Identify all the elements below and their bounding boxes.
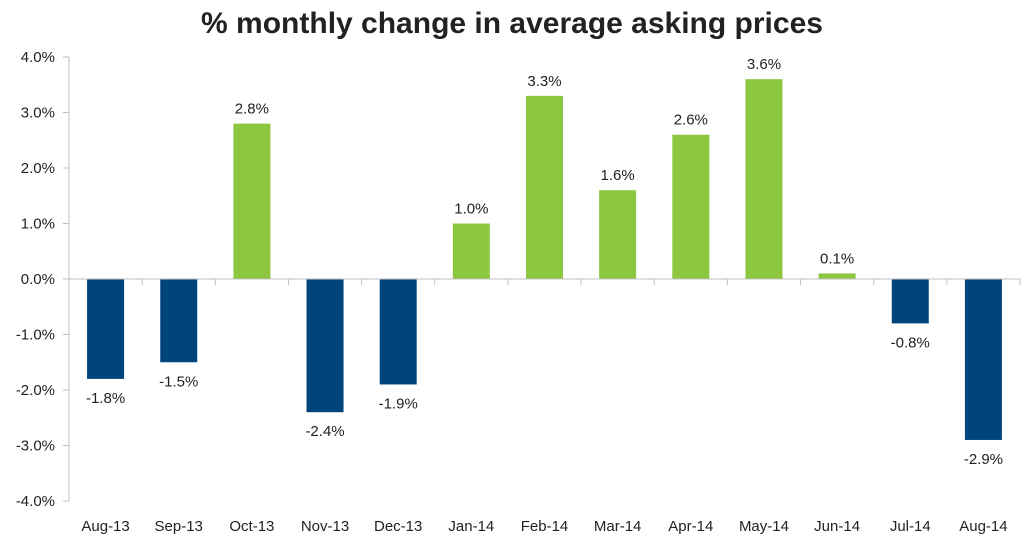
- y-tick-label: 1.0%: [21, 216, 55, 233]
- x-tick-label: Mar-14: [594, 518, 642, 535]
- x-tick-label: Jan-14: [448, 518, 494, 535]
- x-tick-label: May-14: [739, 518, 789, 535]
- data-label: 2.6%: [674, 112, 708, 129]
- data-labels: -1.8% -1.5% 2.8% -2.4% -1.9% 1.0% 3.3% 1.6% 2.6%…: [86, 56, 1003, 468]
- bar: [379, 279, 417, 385]
- x-tick-label: Aug-14: [959, 518, 1007, 535]
- x-tick-label: Sep-13: [155, 518, 203, 535]
- bar: [452, 223, 490, 279]
- bar: [818, 273, 856, 279]
- bar: [964, 279, 1002, 440]
- data-label: 0.1%: [820, 250, 854, 267]
- chart-title: % monthly change in average asking price…: [201, 7, 823, 40]
- bar: [306, 279, 344, 413]
- bar: [745, 79, 783, 279]
- data-label: 3.6%: [747, 56, 781, 73]
- data-label: -1.5%: [159, 373, 198, 390]
- y-tick-label: 4.0%: [21, 49, 55, 66]
- x-tick-label: Nov-13: [301, 518, 349, 535]
- data-label: 1.0%: [454, 201, 488, 218]
- x-tick-label: Feb-14: [521, 518, 569, 535]
- bars: [87, 79, 1002, 440]
- x-tick-label: Jul-14: [890, 518, 931, 535]
- bar: [233, 123, 271, 279]
- data-label: -2.9%: [964, 451, 1003, 468]
- y-axis: 4.0% 3.0% 2.0% 1.0% 0.0% -1.0% -2.0% -3.0% -4.0%: [16, 49, 70, 510]
- x-axis: Aug-13 Sep-13 Oct-13 Nov-13 Dec-13 Jan-14 Feb-…: [69, 278, 1021, 535]
- x-tick-label: Dec-13: [374, 518, 422, 535]
- data-label: -0.8%: [891, 334, 930, 351]
- y-tick-label: 2.0%: [21, 160, 55, 177]
- x-tick-label: Oct-13: [229, 518, 274, 535]
- bar: [891, 279, 929, 324]
- data-label: -2.4%: [305, 423, 344, 440]
- y-tick-label: -4.0%: [16, 493, 55, 510]
- y-tick-label: -2.0%: [16, 382, 55, 399]
- bar: [160, 279, 198, 363]
- x-tick-label: Apr-14: [668, 518, 713, 535]
- y-tick-label: 3.0%: [21, 105, 55, 122]
- data-label: 1.6%: [601, 167, 635, 184]
- data-label: 2.8%: [235, 101, 269, 118]
- bar: [87, 279, 125, 379]
- x-tick-label: Jun-14: [814, 518, 860, 535]
- y-tick-label: -1.0%: [16, 327, 55, 344]
- data-label: -1.9%: [379, 395, 418, 412]
- data-label: -1.8%: [86, 390, 125, 407]
- y-tick-label: 0.0%: [21, 271, 55, 288]
- data-label: 3.3%: [527, 73, 561, 90]
- bar: [672, 134, 710, 279]
- y-tick-label: -3.0%: [16, 438, 55, 455]
- x-tick-label: Aug-13: [81, 518, 129, 535]
- bar: [599, 190, 637, 279]
- bar: [526, 95, 563, 279]
